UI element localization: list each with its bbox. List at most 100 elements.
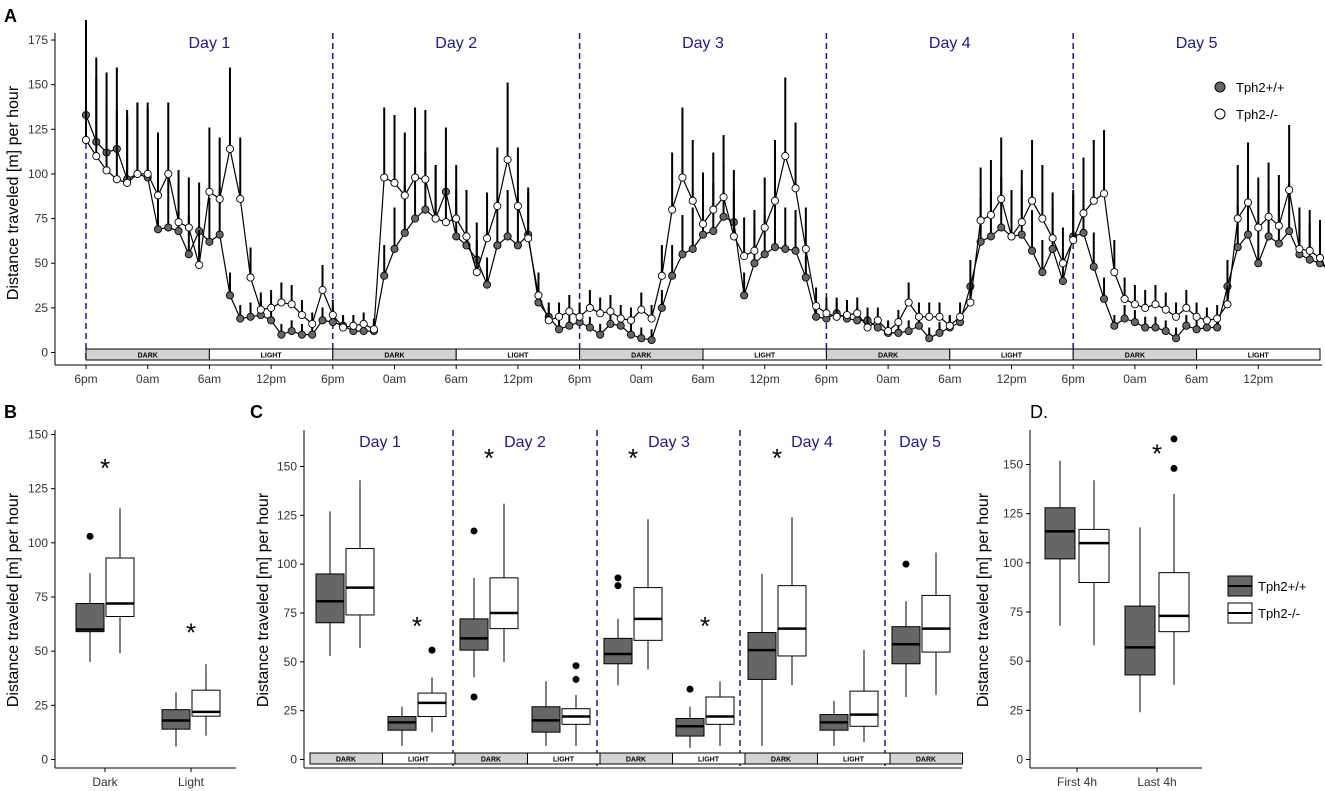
c-phase-label: DARK bbox=[771, 757, 791, 764]
a-data-point bbox=[318, 316, 327, 325]
a-data-point bbox=[297, 330, 307, 339]
a-data-point bbox=[760, 223, 769, 232]
a-phase-bar bbox=[1196, 348, 1321, 361]
a-data-point bbox=[904, 327, 913, 336]
a-data-point bbox=[1254, 223, 1263, 232]
a-data-point bbox=[503, 232, 512, 241]
a-data-point bbox=[225, 144, 235, 153]
panel-c-y-tick-label: 50 bbox=[284, 655, 298, 669]
a-data-point bbox=[1202, 323, 1211, 332]
a-data-point bbox=[914, 321, 924, 330]
panel-a-ylabel: Distance traveled [m] per hour bbox=[5, 85, 22, 300]
a-phase-label: LIGHT bbox=[261, 353, 283, 360]
c-day-label: Day 3 bbox=[648, 434, 690, 451]
a-data-point bbox=[421, 175, 430, 184]
a-data-point bbox=[1100, 294, 1109, 303]
a-data-point bbox=[709, 227, 718, 236]
a-data-point bbox=[184, 223, 193, 232]
c-day-label: Day 2 bbox=[504, 434, 546, 451]
panel-d-y-tick-label: 0 bbox=[1016, 753, 1023, 767]
a-data-point bbox=[277, 330, 286, 339]
legend-d: Tph2+/+ Tph2-/- bbox=[1227, 575, 1306, 624]
panel-b: 0 25 50 75 100 125 150 Dark Light * * bbox=[28, 428, 236, 789]
a-data-point bbox=[1264, 212, 1273, 221]
a-x-tick-label: 6pm bbox=[568, 372, 591, 386]
a-phase-label: LIGHT bbox=[754, 353, 776, 360]
a-data-point bbox=[698, 219, 708, 228]
a-data-point bbox=[493, 241, 502, 250]
panel-c-outlier bbox=[572, 662, 580, 670]
a-data-point bbox=[554, 325, 564, 334]
a-data-point bbox=[606, 307, 615, 316]
legend-d-ko-label: Tph2-/- bbox=[1258, 606, 1300, 621]
a-x-tick-label: 12pm bbox=[503, 372, 533, 386]
a-data-point bbox=[462, 232, 471, 241]
a-x-tick-label: 0am bbox=[630, 372, 653, 386]
panel-b-y-tick-label: 25 bbox=[35, 698, 49, 712]
a-data-point bbox=[637, 305, 646, 314]
a-data-point bbox=[637, 334, 646, 343]
a-day-label: Day 1 bbox=[189, 35, 231, 52]
a-data-point bbox=[1213, 314, 1222, 323]
a-data-point bbox=[719, 193, 728, 202]
a-data-point bbox=[1182, 321, 1191, 330]
a-data-point bbox=[472, 268, 481, 277]
a-data-point bbox=[195, 260, 204, 270]
a-data-point bbox=[554, 312, 564, 321]
a-data-point bbox=[1233, 214, 1242, 223]
panel-c-outlier bbox=[614, 574, 622, 582]
a-data-point bbox=[308, 319, 317, 328]
a-data-point bbox=[215, 230, 224, 239]
panel-d-y-tick-label: 75 bbox=[1010, 605, 1024, 619]
panel-b-y-tick-label: 150 bbox=[28, 428, 48, 442]
a-x-tick-label: 0am bbox=[876, 372, 899, 386]
a-data-point bbox=[740, 252, 749, 261]
panel-c-significance-star: * bbox=[484, 443, 494, 473]
panel-c-y-tick-label: 0 bbox=[290, 753, 297, 767]
a-data-point bbox=[1110, 268, 1119, 277]
c-phase-label: DARK bbox=[916, 757, 936, 764]
a-data-point bbox=[668, 271, 677, 280]
c-day-label: Day 1 bbox=[359, 434, 401, 451]
a-data-point bbox=[1305, 246, 1314, 255]
panel-b-y-tick-label: 125 bbox=[28, 482, 48, 496]
a-data-point bbox=[1038, 214, 1047, 223]
panel-d-y-tick-label: 100 bbox=[1003, 556, 1023, 570]
a-data-point bbox=[390, 244, 399, 253]
a-day-label: Day 3 bbox=[682, 35, 724, 52]
c-phase-label: DARK bbox=[626, 757, 646, 764]
a-data-point bbox=[297, 310, 307, 320]
a-data-point bbox=[225, 291, 235, 300]
a-x-tick-label: 0am bbox=[383, 372, 406, 386]
a-data-point bbox=[92, 152, 101, 161]
panel-b-label: B bbox=[4, 402, 17, 422]
panel-d-outlier bbox=[1170, 464, 1178, 472]
a-data-point bbox=[986, 210, 995, 220]
panel-d-box-ko bbox=[1078, 528, 1110, 584]
a-data-point bbox=[1130, 300, 1139, 309]
a-y-tick-label: 175 bbox=[28, 33, 48, 47]
a-day-label: Day 2 bbox=[435, 35, 477, 52]
panel-d-box-ko bbox=[1158, 572, 1190, 633]
a-data-point bbox=[236, 194, 245, 203]
a-data-point bbox=[431, 214, 440, 223]
c-phase-bar bbox=[889, 752, 963, 765]
panel-c-box-ko bbox=[633, 587, 663, 641]
panel-c-y-tick-label: 25 bbox=[284, 704, 298, 718]
a-data-point bbox=[81, 135, 91, 145]
panel-b-y-tick-label: 50 bbox=[35, 644, 49, 658]
a-data-point bbox=[842, 310, 852, 320]
a-data-point bbox=[565, 307, 574, 316]
panel-c-outlier bbox=[902, 560, 910, 568]
a-day-label: Day 5 bbox=[1176, 35, 1218, 52]
a-data-point bbox=[328, 318, 337, 327]
a-data-point bbox=[277, 298, 286, 307]
a-data-point bbox=[884, 327, 893, 336]
a-data-point bbox=[1274, 221, 1283, 230]
panel-d-y-tick-label: 50 bbox=[1010, 654, 1024, 668]
a-data-point bbox=[1141, 323, 1150, 332]
a-x-tick-label: 12pm bbox=[750, 372, 780, 386]
panel-c-outlier bbox=[686, 685, 694, 693]
a-data-point bbox=[791, 184, 800, 193]
